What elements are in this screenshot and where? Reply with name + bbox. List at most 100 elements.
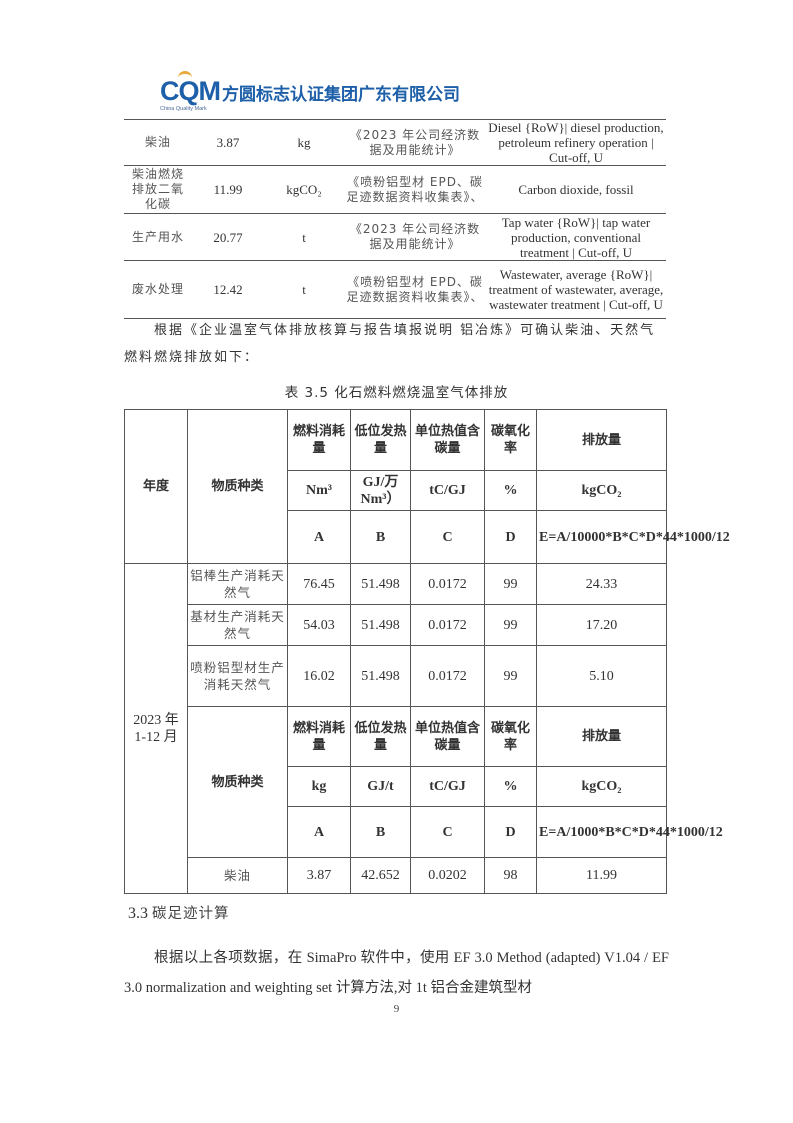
cell: 11.99 — [536, 857, 667, 894]
cell: 0.0172 — [410, 645, 485, 707]
table-row: 基材生产消耗天然气 54.03 51.498 0.0172 99 17.20 — [125, 604, 667, 646]
company-name: 方圆标志认证集团广东有限公司 — [222, 85, 460, 105]
material-name: 喷粉铝型材生产消耗天然气 — [187, 645, 288, 707]
unit-row: kg GJ/t tC/GJ % kgCO₂ — [125, 766, 667, 807]
symbol-cell: C — [410, 806, 485, 858]
col-header: 单位热值含碳量 — [410, 409, 485, 471]
item-dataset: Tap water {RoW}| tap water production, c… — [486, 213, 666, 261]
cell: 0.0172 — [410, 563, 485, 605]
symbol-row: A B C D E=A/10000*B*C*D*44*1000/12 — [125, 510, 730, 564]
symbol-cell: D — [484, 510, 537, 564]
col-material-header: 物质种类 — [187, 706, 288, 858]
year-cell: 2023 年 1-12 月 — [124, 563, 188, 894]
table-row: 2023 年 1-12 月 铝棒生产消耗天然气 76.45 51.498 0.0… — [124, 563, 667, 894]
col-header: 燃料消耗量 — [287, 409, 351, 471]
col-header: 燃料消耗量 — [287, 706, 351, 767]
unit-cell: kgCO₂ — [536, 766, 667, 807]
item-value: 20.77 — [192, 213, 264, 261]
item-unit: t — [264, 213, 344, 261]
material-name: 柴油 — [187, 857, 288, 894]
unit-cell: tC/GJ — [410, 470, 485, 511]
paragraph-text: 根据以上各项数据，在 SimaPro 软件中，使用 EF 3.0 Method … — [124, 950, 669, 996]
symbol-cell: C — [410, 510, 485, 564]
symbol-cell: D — [484, 806, 537, 858]
item-dataset: Carbon dioxide, fossil — [486, 165, 666, 214]
item-source: 《2023 年公司经济数据及用能统计》 — [344, 119, 486, 166]
header-row: 物质种类 燃料消耗量 低位发热量 单位热值含碳量 碳氧化率 排放量 — [125, 706, 667, 858]
logo-text: CQM — [160, 76, 221, 106]
col-header: 单位热值含碳量 — [410, 706, 485, 767]
formula-cell: E=A/1000*B*C*D*44*1000/12 — [536, 806, 723, 858]
emission-table: 年度 物质种类 燃料消耗量 低位发热量 单位热值含碳量 碳氧化率 排放量 Nm³… — [124, 409, 730, 894]
section-title: 碳足迹计算 — [152, 906, 230, 922]
cell: 98 — [484, 857, 537, 894]
inventory-table: 柴油 3.87 kg 《2023 年公司经济数据及用能统计》 Diesel {R… — [124, 119, 666, 319]
item-unit: t — [264, 260, 344, 319]
cell: 24.33 — [536, 563, 667, 605]
unit-cell: GJ/t — [350, 766, 411, 807]
table-row: 废水处理 12.42 t 《喷粉铝型材 EPD、碳足迹数据资料收集表》、 Was… — [124, 260, 666, 319]
unit-cell: tC/GJ — [410, 766, 485, 807]
cell: 51.498 — [350, 645, 411, 707]
item-name: 柴油燃烧排放二氧化碳 — [124, 165, 192, 214]
col-year-header: 年度 — [124, 409, 188, 564]
symbol-cell: B — [350, 806, 411, 858]
cell: 99 — [484, 604, 537, 646]
table-caption: 表 3.5 化石燃料燃烧温室气体排放 — [284, 385, 509, 401]
section-heading: 3.3 碳足迹计算 — [128, 902, 230, 923]
col-header: 碳氧化率 — [484, 409, 537, 471]
symbol-cell: A — [287, 806, 351, 858]
cell: 76.45 — [287, 563, 351, 605]
item-name: 废水处理 — [124, 260, 192, 319]
col-header: 排放量 — [536, 706, 667, 767]
unit-cell: Nm³ — [287, 470, 351, 511]
cell: 51.498 — [350, 563, 411, 605]
cell: 99 — [484, 563, 537, 605]
cell: 16.02 — [287, 645, 351, 707]
unit-cell: % — [484, 470, 537, 511]
item-dataset: Diesel {RoW}| diesel production, petrole… — [486, 119, 666, 166]
paragraph: 根据《企业温室气体排放核算与报告填报说明 铝冶炼》可确认柴油、天然气燃料燃烧排放… — [124, 317, 669, 371]
table-row: 喷粉铝型材生产消耗天然气 16.02 51.498 0.0172 99 5.10 — [125, 645, 667, 707]
symbol-cell: B — [350, 510, 411, 564]
paragraph: 根据以上各项数据，在 SimaPro 软件中，使用 EF 3.0 Method … — [124, 943, 669, 1003]
cell: 99 — [484, 645, 537, 707]
unit-cell: GJ/万Nm³） — [350, 470, 411, 511]
item-name: 生产用水 — [124, 213, 192, 261]
item-unit: kgCO₂ — [264, 165, 344, 214]
page-number: 9 — [393, 1003, 400, 1015]
table-row: 柴油 3.87 42.652 0.0202 98 11.99 — [125, 857, 667, 894]
cell: 0.0202 — [410, 857, 485, 894]
material-name: 基材生产消耗天然气 — [187, 604, 288, 646]
table-row: 生产用水 20.77 t 《2023 年公司经济数据及用能统计》 Tap wat… — [124, 213, 666, 261]
cell: 3.87 — [287, 857, 351, 894]
symbol-cell: A — [287, 510, 351, 564]
col-header: 低位发热量 — [350, 706, 411, 767]
col-header: 低位发热量 — [350, 409, 411, 471]
unit-cell: % — [484, 766, 537, 807]
col-header: 碳氧化率 — [484, 706, 537, 767]
paragraph-text: 根据《企业温室气体排放核算与报告填报说明 铝冶炼》可确认柴油、天然气燃料燃烧排放… — [124, 323, 656, 365]
logo-arc-icon — [178, 71, 192, 80]
item-source: 《2023 年公司经济数据及用能统计》 — [344, 213, 486, 261]
logo-subtitle: China Quality Mark — [160, 106, 207, 112]
table-row: 柴油 3.87 kg 《2023 年公司经济数据及用能统计》 Diesel {R… — [124, 119, 666, 166]
item-value: 12.42 — [192, 260, 264, 319]
cell: 0.0172 — [410, 604, 485, 646]
item-source: 《喷粉铝型材 EPD、碳足迹数据资料收集表》、 — [344, 260, 486, 319]
cell: 17.20 — [536, 604, 667, 646]
item-value: 11.99 — [192, 165, 264, 214]
cell: 5.10 — [536, 645, 667, 707]
item-value: 3.87 — [192, 119, 264, 166]
table-row: 柴油燃烧排放二氧化碳 11.99 kgCO₂ 《喷粉铝型材 EPD、碳足迹数据资… — [124, 165, 666, 214]
unit-cell: kgCO₂ — [536, 470, 667, 511]
cell: 42.652 — [350, 857, 411, 894]
cell: 54.03 — [287, 604, 351, 646]
item-name: 柴油 — [124, 119, 192, 166]
formula-cell: E=A/10000*B*C*D*44*1000/12 — [536, 510, 730, 564]
section-number: 3.3 — [128, 905, 148, 922]
material-name: 铝棒生产消耗天然气 — [187, 563, 288, 605]
col-header: 排放量 — [536, 409, 667, 471]
unit-row: Nm³ GJ/万Nm³） tC/GJ % kgCO₂ — [125, 470, 667, 511]
header-row: 年度 物质种类 燃料消耗量 低位发热量 单位热值含碳量 碳氧化率 排放量 — [124, 409, 667, 564]
